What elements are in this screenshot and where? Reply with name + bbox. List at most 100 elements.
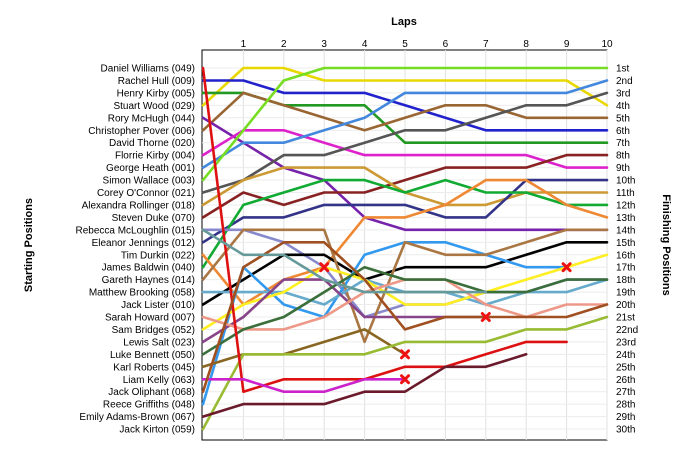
starting-position-label: Steven Duke (070) — [112, 213, 195, 224]
finishing-position-label: 2nd — [616, 76, 633, 87]
finishing-position-label: 20th — [616, 300, 635, 311]
x-tick-label: 1 — [241, 39, 247, 50]
starting-position-label: Alexandra Rollinger (018) — [82, 200, 195, 211]
series-line-9 — [201, 66, 609, 182]
starting-position-label: Rachel Hull (009) — [118, 76, 195, 87]
finishing-position-label: 17th — [616, 263, 635, 274]
finishing-position-label: 8th — [616, 151, 630, 162]
starting-position-label: Tim Durkin (022) — [121, 250, 195, 261]
starting-position-label: Lewis Salt (023) — [123, 337, 195, 348]
x-tick-label: 6 — [443, 39, 449, 50]
x-tick-label: 4 — [362, 39, 368, 50]
x-tick-labels: 1 2 3 4 5 6 7 8 9 10 — [241, 39, 613, 50]
x-tick-label: 10 — [601, 39, 613, 50]
finishing-position-label: 26th — [616, 375, 635, 386]
finishing-position-label: 21st — [616, 313, 635, 324]
finishing-position-label: 19th — [616, 288, 635, 299]
starting-position-label: Corey O'Connor (021) — [97, 188, 195, 199]
series-line-14 — [201, 178, 609, 306]
starting-position-label: Rory McHugh (044) — [108, 113, 195, 124]
series-line-5 — [201, 116, 609, 232]
starting-position-label: Matthew Brooking (058) — [89, 288, 195, 299]
left-axis-title: Starting Positions — [23, 198, 35, 292]
finishing-position-label: 4th — [616, 101, 630, 112]
series-line-20 — [201, 253, 609, 331]
x-tick-label: 7 — [483, 39, 489, 50]
finishing-position-label: 14th — [616, 225, 635, 236]
starting-position-label: Reece Griffiths (048) — [103, 400, 195, 411]
retirement-marker — [480, 312, 491, 322]
starting-position-label: Jack Lister (010) — [121, 300, 195, 311]
series-line-6 — [201, 129, 609, 169]
retirement-marker — [319, 262, 330, 273]
retirement-marker — [561, 262, 572, 273]
starting-position-label: Luke Bennett (050) — [110, 350, 195, 361]
series-line-1 — [201, 66, 609, 107]
finishing-position-label: 9th — [616, 163, 630, 174]
series-lines — [201, 66, 609, 431]
series-line-23 — [201, 265, 609, 356]
finishing-position-label: 29th — [616, 412, 635, 423]
finishing-position-label: 30th — [616, 425, 635, 436]
finishing-position-label: 12th — [616, 200, 635, 211]
finishing-position-label: 22nd — [616, 325, 638, 336]
series-line-28 — [201, 241, 609, 394]
x-tick-label: 2 — [281, 39, 287, 50]
starting-position-label: David Thorne (020) — [109, 138, 195, 149]
starting-position-label: Eleanor Jennings (012) — [92, 238, 195, 249]
starting-position-label: Christopher Pover (006) — [88, 126, 195, 137]
starting-position-label: Jack Oliphant (068) — [108, 387, 195, 398]
series-line-7 — [201, 91, 609, 194]
finishing-position-label: 24th — [616, 350, 635, 361]
starting-position-label: Rebecca McLoughlin (015) — [75, 225, 195, 236]
series-line-4 — [201, 91, 609, 132]
starting-position-label: Liam Kelly (063) — [123, 375, 195, 386]
series-line-27 — [201, 377, 407, 394]
series-line-12 — [201, 178, 609, 244]
finishing-position-label: 28th — [616, 400, 635, 411]
starting-position-label: Jack Kirton (059) — [119, 425, 195, 436]
series-line-2 — [201, 79, 609, 132]
starting-position-label: James Baldwin (040) — [102, 263, 195, 274]
series-line-16 — [201, 241, 609, 306]
series-line-29 — [201, 352, 528, 418]
finishing-position-label: 10th — [616, 176, 635, 187]
series-line-18 — [201, 228, 609, 344]
starting-position-label: Sam Bridges (052) — [112, 325, 195, 336]
retirement-markers — [319, 262, 572, 385]
series-line-13 — [201, 178, 609, 269]
starting-position-label: Florrie Kirby (004) — [115, 151, 195, 162]
finishing-position-label: 25th — [616, 362, 635, 373]
series-line-17 — [201, 241, 568, 406]
finishing-position-label: 6th — [616, 126, 630, 137]
finishing-position-label: 18th — [616, 275, 635, 286]
starting-position-label: Henry Kirby (005) — [117, 88, 195, 99]
finishing-position-label: 16th — [616, 250, 635, 261]
starting-position-label: Sarah Howard (007) — [105, 313, 195, 324]
starting-position-label: Gareth Haynes (014) — [102, 275, 195, 286]
series-line-10 — [201, 153, 609, 219]
series-line-8 — [201, 79, 609, 169]
finishing-position-label: 11th — [616, 188, 635, 199]
starting-position-labels: Daniel Williams (049)Rachel Hull (009)He… — [75, 64, 195, 436]
series-line-25 — [201, 315, 609, 431]
finishing-position-label: 27th — [616, 387, 635, 398]
finishing-position-label: 15th — [616, 238, 635, 249]
starting-position-label: George Heath (001) — [106, 163, 195, 174]
series-line-30 — [201, 228, 488, 294]
series-line-24 — [201, 328, 407, 369]
x-tick-label: 9 — [564, 39, 570, 50]
starting-position-label: Simon Wallace (003) — [103, 176, 195, 187]
x-tick-label: 3 — [321, 39, 327, 50]
right-axis-title: Finishing Positions — [660, 194, 672, 295]
starting-position-label: Karl Roberts (045) — [113, 362, 195, 373]
finishing-position-label: 7th — [616, 138, 630, 149]
starting-position-label: Emily Adams-Brown (067) — [79, 412, 195, 423]
starting-position-label: Daniel Williams (049) — [101, 64, 195, 75]
finishing-position-label: 23rd — [616, 337, 636, 348]
x-tick-label: 8 — [523, 39, 529, 50]
finishing-position-label: 13th — [616, 213, 635, 224]
x-tick-label: 5 — [402, 39, 408, 50]
